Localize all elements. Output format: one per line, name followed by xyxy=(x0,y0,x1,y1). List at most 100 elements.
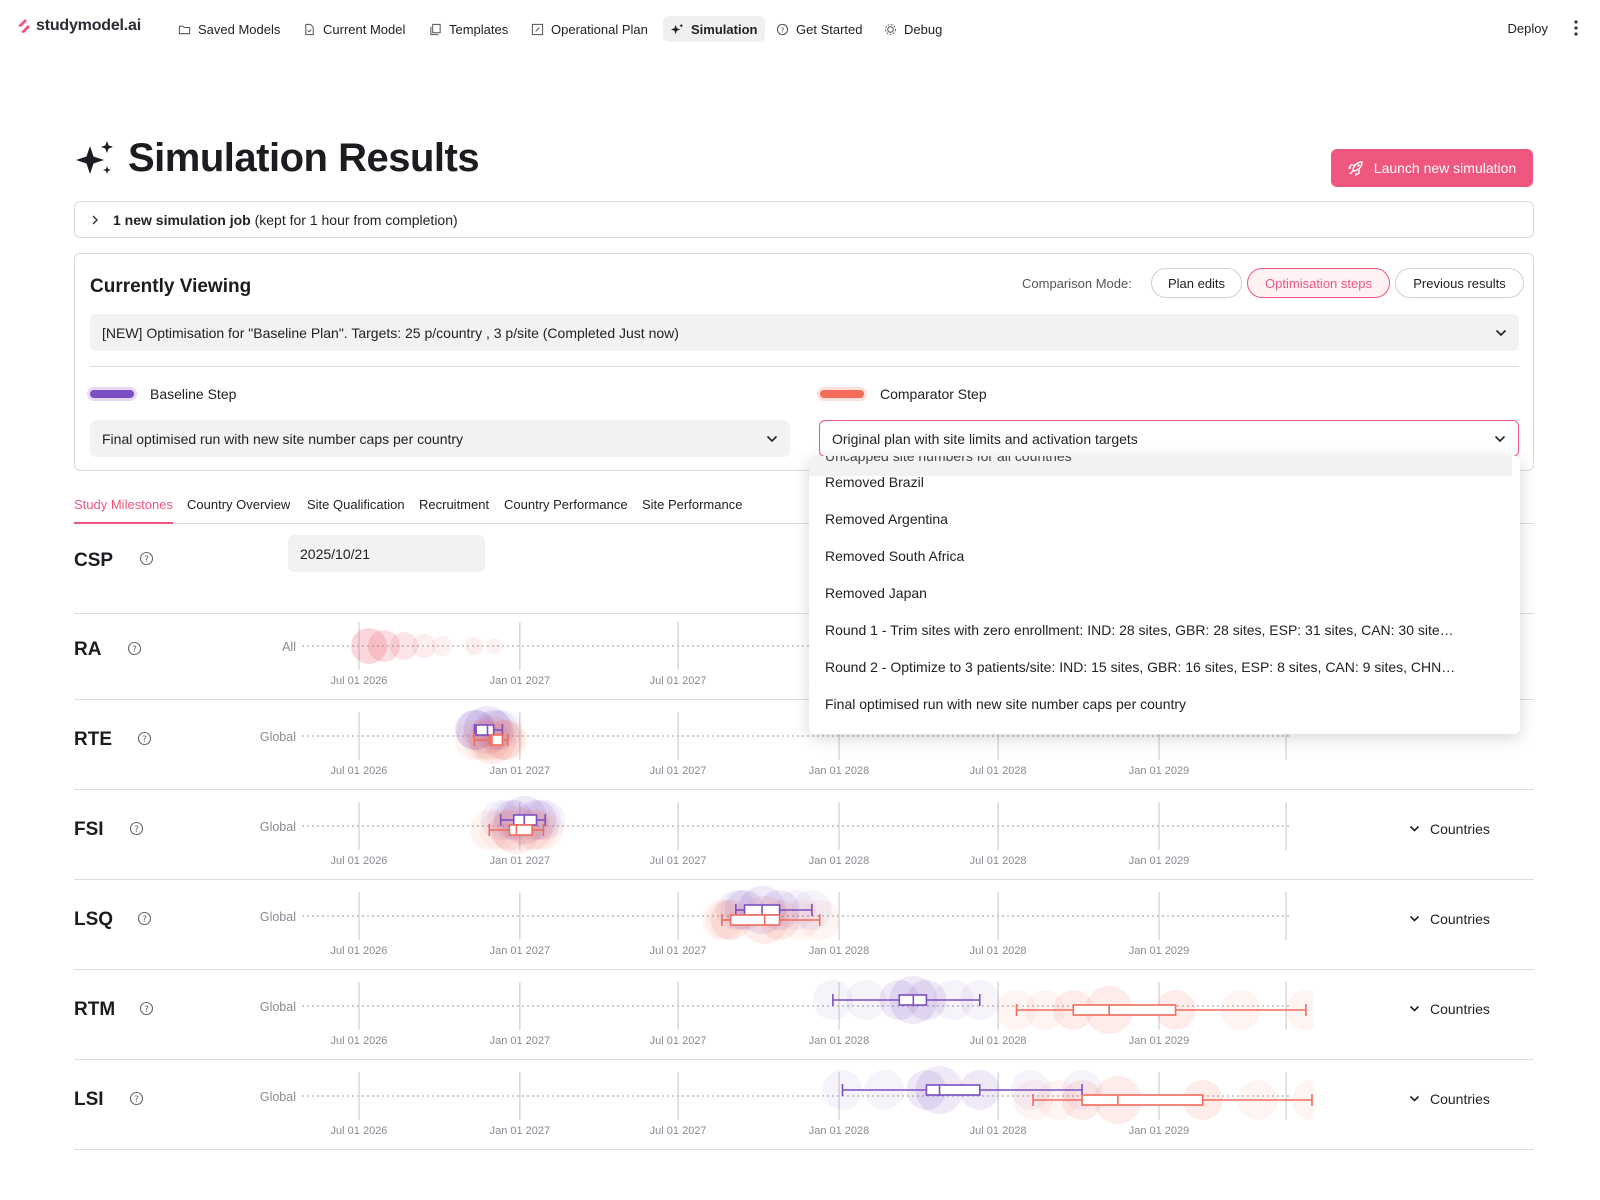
svg-text:?: ? xyxy=(142,915,147,925)
help-icon[interactable]: ? xyxy=(139,551,154,566)
sparkle-icon xyxy=(671,23,684,34)
axis-tick-label: Jul 01 2027 xyxy=(650,765,707,777)
countries-toggle[interactable]: Countries xyxy=(1409,911,1490,927)
dropdown-option[interactable]: Removed Brazil xyxy=(825,474,924,490)
ra-density xyxy=(465,637,483,655)
launch-simulation-button[interactable]: Launch new simulation xyxy=(1331,149,1533,187)
help-icon[interactable]: ? xyxy=(129,1091,144,1106)
help-icon[interactable]: ? xyxy=(137,911,152,926)
baseline-boxplot[interactable] xyxy=(841,1084,1083,1096)
svg-text:?: ? xyxy=(142,735,147,745)
nav-label: Current Model xyxy=(323,21,406,37)
comparator-boxplot[interactable] xyxy=(721,914,821,926)
axis-tick-label: Jan 01 2028 xyxy=(809,1035,870,1047)
help-icon[interactable]: ? xyxy=(129,821,144,836)
comparator-boxplot-part xyxy=(1081,1094,1204,1106)
copy-icon xyxy=(430,23,441,35)
comparator-step-select[interactable]: Original plan with site limits and activ… xyxy=(819,420,1519,457)
baseline-step-value: Final optimised run with new site number… xyxy=(102,430,464,447)
milestone-row-fsi: FSI? Global Jul 01 2026 Jan 01 2027 Jul 01 2… xyxy=(74,790,1534,880)
comparator-boxplot[interactable] xyxy=(488,824,545,836)
group-label: All xyxy=(282,640,296,654)
milestone-row-rtm: RTM? Global Jul 01 2026 Jan 01 2027 Jul 01 2… xyxy=(74,970,1534,1060)
dropdown-option[interactable]: Round 2 - Optimize to 3 patients/site: I… xyxy=(825,659,1456,675)
dropdown-option[interactable]: Removed Japan xyxy=(825,585,927,601)
folder-icon xyxy=(178,25,191,34)
svg-text:?: ? xyxy=(134,825,139,835)
nav-current-model[interactable]: Current Model xyxy=(295,16,413,42)
dropdown-option[interactable]: Removed South Africa xyxy=(825,548,965,564)
comparator-boxplot[interactable] xyxy=(1015,1004,1307,1016)
axis-tick-label: Jan 01 2027 xyxy=(490,1125,551,1137)
nav-debug[interactable]: Debug xyxy=(876,16,950,42)
comparator-boxplot-part xyxy=(1072,1004,1177,1016)
nav-get-started[interactable]: ? Get Started xyxy=(768,16,870,42)
comparator-boxplot-part xyxy=(729,914,781,926)
help-icon[interactable]: ? xyxy=(127,641,142,656)
plan-select[interactable]: [NEW] Optimisation for "Baseline Plan". … xyxy=(90,314,1519,351)
comparator-legend-swatch xyxy=(820,390,864,398)
more-menu-icon[interactable] xyxy=(1570,18,1582,38)
baseline-boxplot[interactable] xyxy=(832,994,981,1006)
group-label: Global xyxy=(260,910,296,924)
mode-plan-edits[interactable]: Plan edits xyxy=(1151,268,1242,298)
dropdown-option[interactable]: Removed Argentina xyxy=(825,511,948,527)
axis-tick-label: Jan 01 2028 xyxy=(809,855,870,867)
sparkle-icon xyxy=(76,140,113,174)
tab-site-qualification[interactable]: Site Qualification xyxy=(307,497,405,512)
ra-density xyxy=(351,628,387,664)
milestone-timeline: Global Jul 01 2026 Jan 01 2027 Jul 01 2027 J… xyxy=(260,976,1314,1047)
help-icon[interactable]: ? xyxy=(137,731,152,746)
comparator-step-value: Original plan with site limits and activ… xyxy=(832,430,1138,447)
nav-simulation[interactable]: Simulation xyxy=(663,16,766,42)
chevron-right-icon xyxy=(92,215,98,224)
axis-tick-label: Jul 01 2027 xyxy=(650,855,707,867)
help-icon[interactable]: ? xyxy=(139,1001,154,1016)
nav-label: Operational Plan xyxy=(551,21,648,37)
dropdown-option[interactable]: Final optimised run with new site number… xyxy=(825,696,1187,712)
axis-tick-label: Jul 01 2027 xyxy=(650,945,707,957)
deploy-button[interactable]: Deploy xyxy=(1507,21,1548,36)
gear-icon xyxy=(885,23,896,35)
axis-tick-label: Jul 01 2028 xyxy=(970,945,1027,957)
comparator-boxplot[interactable] xyxy=(473,734,509,746)
mode-optimisation-steps[interactable]: Optimisation steps xyxy=(1247,268,1390,298)
mode-previous-results[interactable]: Previous results xyxy=(1395,268,1524,298)
nav-label: Saved Models xyxy=(198,21,281,37)
axis-tick-label: Jan 01 2027 xyxy=(490,675,551,687)
simulation-jobs-expander[interactable]: 1 new simulation job (kept for 1 hour fr… xyxy=(74,201,1534,238)
axis-tick-label: Jan 01 2027 xyxy=(490,855,551,867)
tab-site-performance[interactable]: Site Performance xyxy=(642,497,743,512)
nav-saved-models[interactable]: Saved Models xyxy=(170,16,288,42)
countries-toggle[interactable]: Countries xyxy=(1409,821,1490,837)
milestone-timeline: Global Jul 01 2026 Jan 01 2027 Jul 01 2027 J… xyxy=(260,886,1289,957)
baseline-step-select[interactable]: Final optimised run with new site number… xyxy=(90,420,790,457)
nav-label: Debug xyxy=(904,21,943,37)
countries-toggle[interactable]: Countries xyxy=(1409,1091,1490,1107)
logo[interactable]: studymodel.ai xyxy=(16,17,141,35)
comparison-mode-label: Comparison Mode: xyxy=(1022,276,1132,291)
tab-country-overview[interactable]: Country Overview xyxy=(187,497,291,512)
countries-toggle[interactable]: Countries xyxy=(1409,1001,1490,1017)
job-count: 1 new simulation job xyxy=(113,211,251,228)
dropdown-option[interactable]: Round 1 - Trim sites with zero enrollmen… xyxy=(825,622,1454,638)
axis-tick-label: Jul 01 2028 xyxy=(970,855,1027,867)
milestone-row-lsq: LSQ? Global Jul 01 2026 Jan 01 2027 Jul 01 2… xyxy=(74,880,1534,970)
milestone-row-csp: CSP ? 2025/10/21 xyxy=(74,524,1534,614)
dropdown-option[interactable]: Uncapped site numbers for all countries xyxy=(825,456,1072,464)
baseline-boxplot-part xyxy=(512,814,538,826)
divider xyxy=(90,366,1519,367)
tab-country-performance[interactable]: Country Performance xyxy=(504,497,628,512)
ra-density xyxy=(390,632,418,660)
tab-study-milestones[interactable]: Study Milestones xyxy=(74,497,173,512)
axis-tick-label: Jan 01 2027 xyxy=(490,945,551,957)
chevron-down-icon xyxy=(766,435,778,442)
axis-tick-label: Jul 01 2028 xyxy=(970,1125,1027,1137)
tab-recruitment[interactable]: Recruitment xyxy=(419,497,490,512)
comparator-boxplot[interactable] xyxy=(1032,1094,1313,1106)
nav-operational-plan[interactable]: Operational Plan xyxy=(523,16,656,42)
chevron-down-icon xyxy=(1409,915,1420,922)
nav-templates[interactable]: Templates xyxy=(421,16,516,42)
baseline-boxplot-part xyxy=(925,1084,981,1096)
baseline-legend-swatch xyxy=(90,390,134,398)
